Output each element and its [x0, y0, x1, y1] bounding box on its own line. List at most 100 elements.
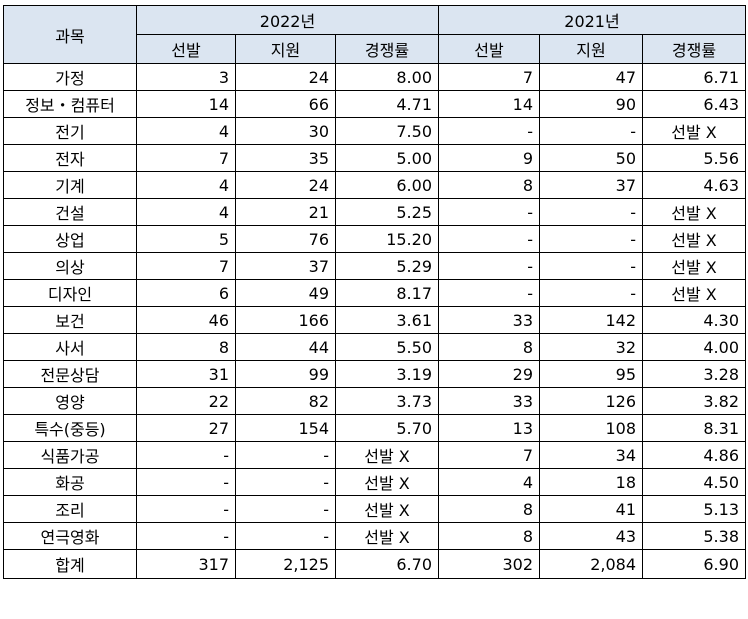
applicants-cell: -	[539, 252, 643, 280]
rate-cell: 4.63	[642, 171, 746, 199]
selected-cell: -	[438, 279, 540, 307]
year-2021-header: 2021년	[438, 5, 746, 35]
year-2022-header: 2022년	[136, 5, 439, 35]
rate-cell: 5.50	[335, 333, 439, 361]
selected-cell: -	[438, 198, 540, 226]
subject-cell: 특수(중등)	[3, 414, 137, 442]
applicants-cell: -	[235, 468, 336, 496]
rate-cell: 선발 X	[335, 441, 439, 469]
rate-cell: 선발 X	[335, 495, 439, 523]
selected-cell: 7	[136, 252, 236, 280]
table-row: 식품가공 - - 선발 X 7 34 4.86	[3, 441, 746, 469]
selected-cell: 4	[438, 468, 540, 496]
subject-cell: 합계	[3, 549, 137, 579]
subject-cell: 화공	[3, 468, 137, 496]
competition-rate-table: 과목 2022년 2021년 선발 지원 경쟁률 선발 지원 경쟁률 가정 3 24…	[3, 5, 746, 579]
table-row: 건설 4 21 5.25- - 선발 X	[3, 198, 746, 226]
rate-cell: 3.61	[335, 306, 439, 334]
applicants-cell: 76	[235, 225, 336, 253]
table-row: 전기 4 30 7.50- - 선발 X	[3, 117, 746, 145]
selected-cell: -	[136, 468, 236, 496]
applicants-cell: 30	[235, 117, 336, 145]
table-row: 연극영화 - - 선발 X 8 43 5.38	[3, 522, 746, 550]
selected-cell: 5	[136, 225, 236, 253]
applicants-cell: 2,084	[539, 549, 643, 579]
selected-cell: 9	[438, 144, 540, 172]
table-row: 조리 - - 선발 X 8 41 5.13	[3, 495, 746, 523]
table-row: 가정 3 24 8.00 7 47 6.71	[3, 63, 746, 91]
col-rate-2022: 경쟁률	[335, 34, 439, 64]
subject-cell: 건설	[3, 198, 137, 226]
rate-cell: 선발 X	[642, 225, 746, 253]
rate-cell: 선발 X	[642, 252, 746, 280]
col-selected-2022: 선발	[136, 34, 236, 64]
selected-cell: 29	[438, 360, 540, 388]
rate-cell: 4.86	[642, 441, 746, 469]
subject-cell: 보건	[3, 306, 137, 334]
applicants-cell: 44	[235, 333, 336, 361]
rate-cell: 4.00	[642, 333, 746, 361]
applicants-cell: -	[235, 441, 336, 469]
selected-cell: 7	[438, 63, 540, 91]
rate-cell: 5.29	[335, 252, 439, 280]
rate-cell: 5.38	[642, 522, 746, 550]
subject-cell: 기계	[3, 171, 137, 199]
applicants-cell: 142	[539, 306, 643, 334]
subject-cell: 전문상담	[3, 360, 137, 388]
col-rate-2021: 경쟁률	[642, 34, 746, 64]
selected-cell: 6	[136, 279, 236, 307]
selected-cell: 8	[438, 495, 540, 523]
table-row: 정보・컴퓨터 14 66 4.71 14 90 6.43	[3, 90, 746, 118]
rate-cell: 3.19	[335, 360, 439, 388]
table-row: 상업 5 76 15.20- - 선발 X	[3, 225, 746, 253]
selected-cell: 14	[438, 90, 540, 118]
selected-cell: 7	[438, 441, 540, 469]
rate-cell: 6.71	[642, 63, 746, 91]
rate-cell: 4.30	[642, 306, 746, 334]
selected-cell: 33	[438, 306, 540, 334]
subject-cell: 디자인	[3, 279, 137, 307]
selected-cell: -	[136, 522, 236, 550]
subject-cell: 가정	[3, 63, 137, 91]
applicants-cell: 37	[235, 252, 336, 280]
rate-cell: 3.28	[642, 360, 746, 388]
subject-cell: 조리	[3, 495, 137, 523]
rate-cell: 3.82	[642, 387, 746, 415]
rate-cell: 4.50	[642, 468, 746, 496]
applicants-cell: 35	[235, 144, 336, 172]
table-row: 기계 4 24 6.00 8 37 4.63	[3, 171, 746, 199]
applicants-cell: 154	[235, 414, 336, 442]
subject-cell: 전기	[3, 117, 137, 145]
selected-cell: 13	[438, 414, 540, 442]
applicants-cell: 21	[235, 198, 336, 226]
rate-cell: 5.56	[642, 144, 746, 172]
selected-cell: -	[438, 117, 540, 145]
selected-cell: 46	[136, 306, 236, 334]
applicants-cell: 166	[235, 306, 336, 334]
rate-cell: 8.31	[642, 414, 746, 442]
subject-cell: 전자	[3, 144, 137, 172]
applicants-cell: 50	[539, 144, 643, 172]
rate-cell: 선발 X	[642, 117, 746, 145]
selected-cell: 4	[136, 198, 236, 226]
subject-cell: 영양	[3, 387, 137, 415]
selected-cell: 27	[136, 414, 236, 442]
selected-cell: 4	[136, 171, 236, 199]
selected-cell: -	[136, 495, 236, 523]
selected-cell: 317	[136, 549, 236, 579]
rate-cell: 6.70	[335, 549, 439, 579]
selected-cell: 33	[438, 387, 540, 415]
applicants-cell: 43	[539, 522, 643, 550]
selected-cell: 22	[136, 387, 236, 415]
applicants-cell: 18	[539, 468, 643, 496]
applicants-cell: 108	[539, 414, 643, 442]
total-row: 합계 317 2,125 6.70 302 2,084 6.90	[3, 549, 746, 579]
subject-cell: 정보・컴퓨터	[3, 90, 137, 118]
applicants-cell: 82	[235, 387, 336, 415]
subject-header: 과목	[3, 5, 137, 64]
rate-cell: 선발 X	[335, 468, 439, 496]
applicants-cell: 37	[539, 171, 643, 199]
table-row: 특수(중등) 27 154 5.70 13 108 8.31	[3, 414, 746, 442]
table-row: 전문상담 31 99 3.19 29 95 3.28	[3, 360, 746, 388]
rate-cell: 6.00	[335, 171, 439, 199]
